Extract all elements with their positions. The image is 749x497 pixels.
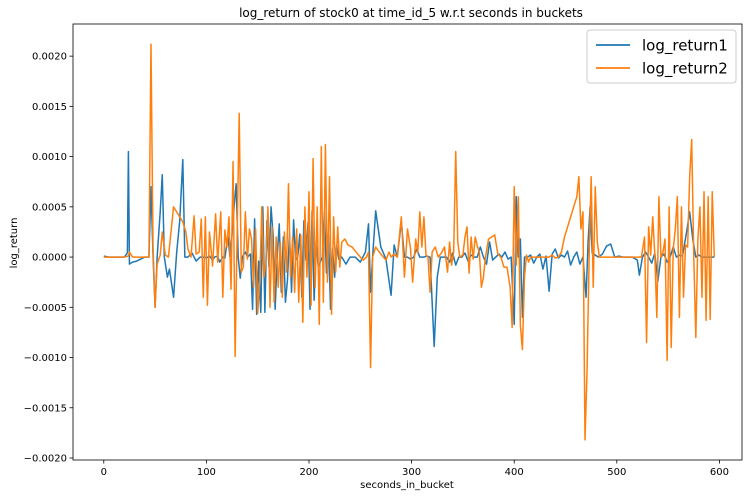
legend-label-log_return1: log_return1 [642,37,728,56]
series-layer [103,43,716,441]
x-tick-label: 400 [505,467,524,478]
chart-title: log_return of stock0 at time_id_5 w.r.t … [239,6,583,20]
legend-box [586,29,737,84]
y-tick-label: −0.0015 [24,403,67,414]
y-axis: −0.0020 −0.0015 −0.0010 −0.0005 0.0000 0.0005… [24,52,73,464]
plot-area [72,23,743,461]
x-tick-label: 600 [710,467,729,478]
y-tick-label: 0.0015 [32,102,67,113]
legend-label-log_return2: log_return2 [642,60,728,79]
y-tick-label: −0.0005 [24,303,67,314]
y-tick-label: 0.0005 [32,202,67,213]
y-tick-label: −0.0020 [24,453,67,464]
y-axis-label: log_return [9,218,20,269]
x-axis: 0 100 200 300 400 500 600 [101,460,729,478]
x-tick-label: 0 [101,467,107,478]
x-tick-label: 200 [299,467,318,478]
x-tick-label: 300 [402,467,421,478]
y-tick-label: −0.0010 [24,353,67,364]
legend: log_return1 log_return2 [586,29,737,84]
y-tick-label: 0.0020 [32,52,67,63]
y-tick-label: 0.0000 [32,253,67,264]
x-tick-label: 100 [197,467,216,478]
x-axis-label: seconds_in_bucket [360,480,454,491]
axes-frame [72,23,743,461]
y-tick-label: 0.0010 [32,152,67,163]
series-line-log_return2 [103,43,716,441]
x-tick-label: 500 [607,467,626,478]
